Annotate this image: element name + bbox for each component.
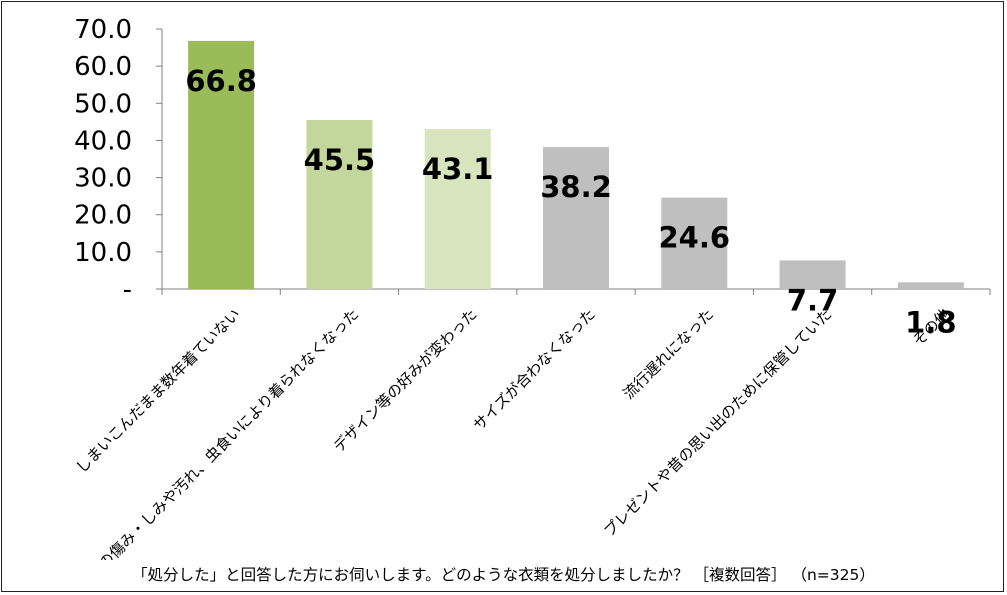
y-tick-label: 10.0	[74, 238, 132, 268]
y-tick-label: 60.0	[74, 52, 132, 82]
y-tick-label: 30.0	[74, 164, 132, 194]
bar	[661, 197, 728, 289]
y-tick-label: 50.0	[74, 89, 132, 119]
data-label: 43.1	[422, 152, 494, 186]
x-tick-label: デザイン等の好みが変わった	[330, 305, 481, 456]
y-tick-label: -	[123, 275, 132, 305]
bar	[424, 128, 491, 289]
data-label: 24.6	[659, 221, 731, 255]
bar	[897, 282, 964, 289]
bar-chart: -10.020.030.040.050.060.070.066.8しまいこんだま…	[72, 15, 991, 560]
data-label: 45.5	[304, 143, 376, 177]
chart-caption: 「処分した」と回答した方にお伺いします。どのような衣類を処分しましたか？ ［複数…	[132, 566, 875, 584]
data-label: 66.8	[185, 64, 257, 98]
data-label: 7.7	[787, 283, 838, 317]
bar	[543, 147, 609, 289]
bar	[779, 260, 846, 289]
x-tick-label: プレゼントや昔の思い出のために保管していた	[600, 305, 835, 540]
x-tick-label: 流行遅れになった	[620, 305, 718, 403]
data-label: 38.2	[540, 170, 612, 204]
x-tick-label: サイズが合わなくなった	[470, 305, 599, 434]
bar	[306, 120, 373, 289]
bar	[188, 40, 255, 290]
y-tick-label: 20.0	[74, 201, 132, 231]
data-label: 1.8	[905, 305, 956, 339]
y-tick-label: 70.0	[74, 15, 132, 45]
y-tick-label: 40.0	[74, 126, 132, 156]
